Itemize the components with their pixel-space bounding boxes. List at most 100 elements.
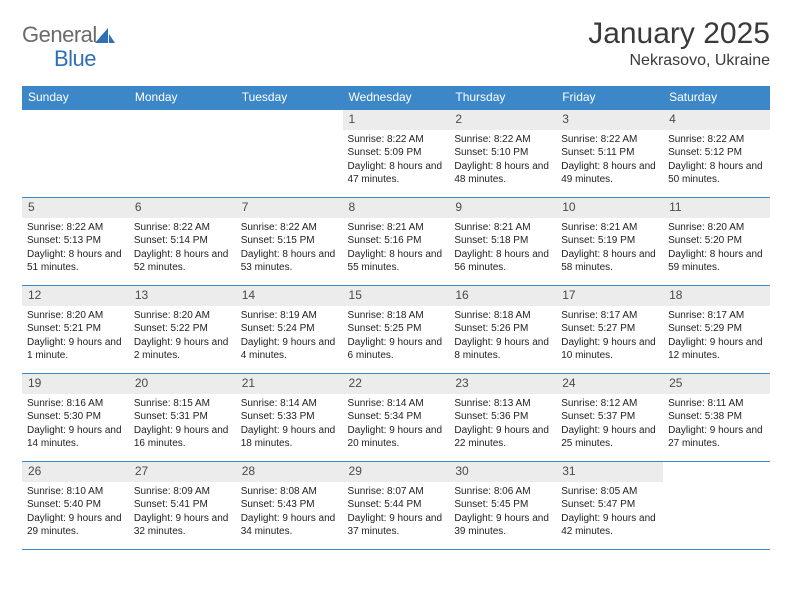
sunrise-line: Sunrise: 8:20 AM xyxy=(27,309,124,323)
sunset-line: Sunset: 5:29 PM xyxy=(668,322,765,336)
day-number: 16 xyxy=(449,286,556,306)
weekday-header: Wednesday xyxy=(343,86,450,110)
calendar-cell: 27Sunrise: 8:09 AMSunset: 5:41 PMDayligh… xyxy=(129,462,236,550)
calendar-cell: 14Sunrise: 8:19 AMSunset: 5:24 PMDayligh… xyxy=(236,286,343,374)
day-info: Sunrise: 8:10 AMSunset: 5:40 PMDaylight:… xyxy=(22,482,129,541)
calendar-cell: 9Sunrise: 8:21 AMSunset: 5:18 PMDaylight… xyxy=(449,198,556,286)
daylight-line: Daylight: 9 hours and 32 minutes. xyxy=(134,512,231,539)
day-number: 31 xyxy=(556,462,663,482)
day-info: Sunrise: 8:20 AMSunset: 5:21 PMDaylight:… xyxy=(22,306,129,365)
title-block: January 2025 Nekrasovo, Ukraine xyxy=(588,18,770,70)
sunset-line: Sunset: 5:47 PM xyxy=(561,498,658,512)
day-number: 5 xyxy=(22,198,129,218)
day-info: Sunrise: 8:14 AMSunset: 5:33 PMDaylight:… xyxy=(236,394,343,453)
sunrise-line: Sunrise: 8:05 AM xyxy=(561,485,658,499)
calendar-cell: 25Sunrise: 8:11 AMSunset: 5:38 PMDayligh… xyxy=(663,374,770,462)
day-number: 24 xyxy=(556,374,663,394)
sunrise-line: Sunrise: 8:17 AM xyxy=(561,309,658,323)
daylight-line: Daylight: 9 hours and 14 minutes. xyxy=(27,424,124,451)
day-info: Sunrise: 8:18 AMSunset: 5:25 PMDaylight:… xyxy=(343,306,450,365)
daylight-line: Daylight: 9 hours and 10 minutes. xyxy=(561,336,658,363)
sunrise-line: Sunrise: 8:11 AM xyxy=(668,397,765,411)
sunrise-line: Sunrise: 8:22 AM xyxy=(348,133,445,147)
day-number: 17 xyxy=(556,286,663,306)
sunset-line: Sunset: 5:20 PM xyxy=(668,234,765,248)
day-info: Sunrise: 8:07 AMSunset: 5:44 PMDaylight:… xyxy=(343,482,450,541)
calendar-week: 26Sunrise: 8:10 AMSunset: 5:40 PMDayligh… xyxy=(22,462,770,550)
day-info: Sunrise: 8:22 AMSunset: 5:13 PMDaylight:… xyxy=(22,218,129,277)
day-info: Sunrise: 8:16 AMSunset: 5:30 PMDaylight:… xyxy=(22,394,129,453)
sunrise-line: Sunrise: 8:18 AM xyxy=(348,309,445,323)
calendar-cell: . xyxy=(129,110,236,198)
sunset-line: Sunset: 5:36 PM xyxy=(454,410,551,424)
calendar-cell: 5Sunrise: 8:22 AMSunset: 5:13 PMDaylight… xyxy=(22,198,129,286)
location: Nekrasovo, Ukraine xyxy=(588,52,770,70)
sunrise-line: Sunrise: 8:22 AM xyxy=(454,133,551,147)
daylight-line: Daylight: 8 hours and 52 minutes. xyxy=(134,248,231,275)
logo-text: General Blue xyxy=(22,22,115,76)
day-number: 4 xyxy=(663,110,770,130)
day-info: Sunrise: 8:15 AMSunset: 5:31 PMDaylight:… xyxy=(129,394,236,453)
day-info: Sunrise: 8:06 AMSunset: 5:45 PMDaylight:… xyxy=(449,482,556,541)
calendar-cell: 24Sunrise: 8:12 AMSunset: 5:37 PMDayligh… xyxy=(556,374,663,462)
day-info: Sunrise: 8:12 AMSunset: 5:37 PMDaylight:… xyxy=(556,394,663,453)
calendar-cell: 8Sunrise: 8:21 AMSunset: 5:16 PMDaylight… xyxy=(343,198,450,286)
sunrise-line: Sunrise: 8:22 AM xyxy=(561,133,658,147)
day-number: 23 xyxy=(449,374,556,394)
day-number: 19 xyxy=(22,374,129,394)
weekday-header: Saturday xyxy=(663,86,770,110)
day-number: 27 xyxy=(129,462,236,482)
logo-word-2: Blue xyxy=(54,46,96,71)
sunrise-line: Sunrise: 8:17 AM xyxy=(668,309,765,323)
day-number: 3 xyxy=(556,110,663,130)
daylight-line: Daylight: 9 hours and 20 minutes. xyxy=(348,424,445,451)
day-number: 21 xyxy=(236,374,343,394)
day-info: Sunrise: 8:17 AMSunset: 5:27 PMDaylight:… xyxy=(556,306,663,365)
day-info: Sunrise: 8:08 AMSunset: 5:43 PMDaylight:… xyxy=(236,482,343,541)
day-number: 25 xyxy=(663,374,770,394)
daylight-line: Daylight: 8 hours and 47 minutes. xyxy=(348,160,445,187)
day-info: Sunrise: 8:14 AMSunset: 5:34 PMDaylight:… xyxy=(343,394,450,453)
day-info: Sunrise: 8:09 AMSunset: 5:41 PMDaylight:… xyxy=(129,482,236,541)
day-number: 28 xyxy=(236,462,343,482)
day-number: 29 xyxy=(343,462,450,482)
daylight-line: Daylight: 9 hours and 6 minutes. xyxy=(348,336,445,363)
day-info: Sunrise: 8:22 AMSunset: 5:11 PMDaylight:… xyxy=(556,130,663,189)
day-info: Sunrise: 8:17 AMSunset: 5:29 PMDaylight:… xyxy=(663,306,770,365)
day-number: 20 xyxy=(129,374,236,394)
day-number: 6 xyxy=(129,198,236,218)
day-info: Sunrise: 8:22 AMSunset: 5:14 PMDaylight:… xyxy=(129,218,236,277)
weekday-header: Thursday xyxy=(449,86,556,110)
day-number: 11 xyxy=(663,198,770,218)
day-number: 7 xyxy=(236,198,343,218)
calendar-table: SundayMondayTuesdayWednesdayThursdayFrid… xyxy=(22,86,770,550)
weekday-header: Friday xyxy=(556,86,663,110)
daylight-line: Daylight: 9 hours and 16 minutes. xyxy=(134,424,231,451)
calendar-cell: 20Sunrise: 8:15 AMSunset: 5:31 PMDayligh… xyxy=(129,374,236,462)
sunset-line: Sunset: 5:26 PM xyxy=(454,322,551,336)
day-number: 18 xyxy=(663,286,770,306)
day-info: Sunrise: 8:22 AMSunset: 5:10 PMDaylight:… xyxy=(449,130,556,189)
sunrise-line: Sunrise: 8:06 AM xyxy=(454,485,551,499)
calendar-cell: 18Sunrise: 8:17 AMSunset: 5:29 PMDayligh… xyxy=(663,286,770,374)
calendar-cell: 1Sunrise: 8:22 AMSunset: 5:09 PMDaylight… xyxy=(343,110,450,198)
sunset-line: Sunset: 5:45 PM xyxy=(454,498,551,512)
sunset-line: Sunset: 5:12 PM xyxy=(668,146,765,160)
day-number: 30 xyxy=(449,462,556,482)
daylight-line: Daylight: 9 hours and 42 minutes. xyxy=(561,512,658,539)
day-number: 13 xyxy=(129,286,236,306)
day-number: 8 xyxy=(343,198,450,218)
calendar-cell: 2Sunrise: 8:22 AMSunset: 5:10 PMDaylight… xyxy=(449,110,556,198)
calendar-head: SundayMondayTuesdayWednesdayThursdayFrid… xyxy=(22,86,770,110)
calendar-cell: 28Sunrise: 8:08 AMSunset: 5:43 PMDayligh… xyxy=(236,462,343,550)
calendar-cell: . xyxy=(236,110,343,198)
daylight-line: Daylight: 9 hours and 4 minutes. xyxy=(241,336,338,363)
sunrise-line: Sunrise: 8:20 AM xyxy=(668,221,765,235)
calendar-cell: 12Sunrise: 8:20 AMSunset: 5:21 PMDayligh… xyxy=(22,286,129,374)
daylight-line: Daylight: 9 hours and 22 minutes. xyxy=(454,424,551,451)
sunset-line: Sunset: 5:34 PM xyxy=(348,410,445,424)
day-number: 12 xyxy=(22,286,129,306)
sunset-line: Sunset: 5:24 PM xyxy=(241,322,338,336)
day-number: 15 xyxy=(343,286,450,306)
sunset-line: Sunset: 5:19 PM xyxy=(561,234,658,248)
